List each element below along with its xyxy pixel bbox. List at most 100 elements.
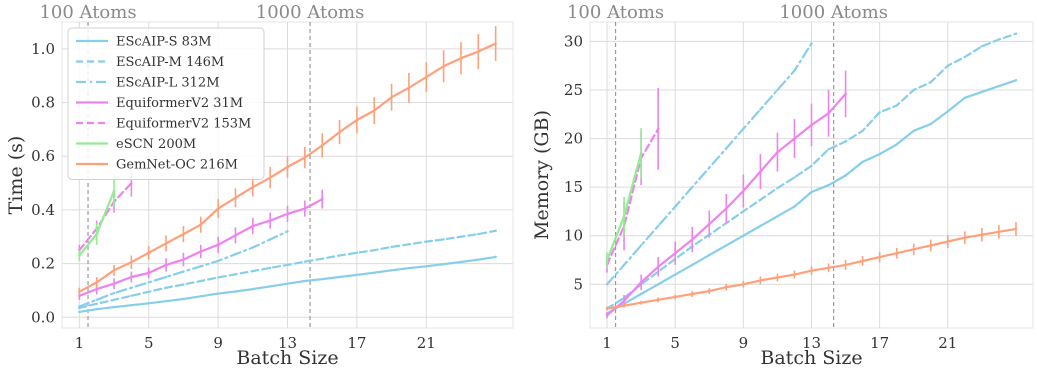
series-escaip-s-83m: [78, 255, 497, 314]
data-point: [78, 310, 81, 314]
data-point: [946, 64, 950, 67]
data-point: [827, 112, 830, 115]
data-point: [130, 181, 133, 185]
y-tick-label: 10: [564, 227, 583, 245]
data-point: [251, 287, 255, 291]
data-point: [234, 196, 237, 200]
data-point: [776, 88, 779, 92]
data-point: [251, 224, 255, 228]
data-point: [182, 283, 185, 286]
data-point: [164, 299, 168, 303]
data-point: [861, 160, 864, 164]
data-point: [494, 229, 497, 233]
data-point: [164, 275, 168, 279]
data-point: [997, 84, 1001, 88]
data-point: [251, 269, 255, 273]
data-point: [946, 110, 950, 113]
data-point: [251, 185, 255, 189]
data-point: [1014, 227, 1018, 231]
data-point: [95, 232, 98, 236]
data-point: [234, 273, 237, 276]
data-point: [355, 251, 359, 255]
data-point: [303, 260, 307, 263]
data-point: [691, 238, 694, 241]
y-tick-label: 0.4: [31, 201, 55, 219]
data-point: [286, 230, 289, 233]
data-point: [912, 88, 915, 92]
data-point: [742, 210, 745, 213]
data-point: [708, 289, 711, 293]
data-point: [95, 287, 98, 291]
data-point: [477, 50, 480, 53]
data-point: [286, 165, 289, 169]
y-axis-label: Memory (GB): [531, 110, 553, 240]
data-point: [725, 286, 728, 289]
data-point: [338, 275, 341, 279]
data-point: [373, 271, 376, 274]
data-point: [622, 304, 626, 307]
data-point: [673, 252, 677, 255]
y-tick-label: 5: [573, 275, 583, 293]
data-point: [199, 265, 202, 268]
data-point: [946, 240, 950, 243]
data-point: [477, 232, 480, 236]
data-point: [199, 250, 202, 253]
y-axis-label: Time (s): [5, 136, 27, 215]
data-point: [793, 69, 796, 72]
data-point: [861, 259, 864, 263]
data-point: [147, 281, 150, 284]
data-point: [303, 279, 307, 283]
data-point: [827, 148, 830, 151]
data-point: [164, 242, 168, 245]
data-point: [963, 55, 967, 59]
data-point: [477, 258, 480, 261]
data-point: [895, 143, 898, 146]
data-point: [673, 295, 677, 299]
x-axis-label: Batch Size: [236, 347, 338, 368]
data-point: [216, 292, 220, 295]
data-point: [980, 233, 984, 236]
data-point: [759, 224, 762, 228]
data-point: [810, 269, 813, 272]
data-point: [1014, 32, 1018, 35]
data-point: [759, 198, 762, 201]
data-point: [639, 151, 643, 155]
data-point: [303, 156, 307, 159]
data-point: [622, 299, 626, 302]
data-point: [268, 285, 272, 288]
x-tick-label: 17: [870, 334, 889, 352]
data-point: [980, 45, 984, 48]
data-point: [793, 205, 796, 208]
legend-entry: GemNet-OC 216M: [116, 158, 238, 173]
data-point: [494, 255, 497, 259]
data-point: [373, 248, 376, 252]
data-point: [656, 265, 660, 268]
data-point: [320, 197, 324, 201]
data-point: [199, 223, 202, 226]
y-tick-label: 0.6: [31, 147, 55, 165]
atoms-reference-label: 100 Atoms: [39, 2, 136, 23]
legend: EScAIP-S 83M EScAIP-M 146M EScAIP-L 312M Eq…: [67, 27, 265, 180]
data-point: [827, 184, 830, 187]
series-escaip-l-312m: [78, 230, 289, 308]
data-point: [112, 291, 116, 295]
data-point: [742, 127, 745, 131]
data-point: [1014, 79, 1018, 82]
data-point: [199, 295, 202, 298]
series-escn-200m: [78, 175, 116, 261]
data-point: [708, 166, 711, 169]
data-point: [776, 186, 779, 190]
data-point: [112, 269, 116, 272]
data-point: [268, 238, 272, 241]
data-point: [639, 292, 643, 296]
data-point: [776, 276, 779, 279]
data-point: [742, 234, 745, 237]
data-point: [963, 236, 967, 239]
y-tick-label: 30: [564, 32, 583, 50]
data-point: [810, 123, 813, 127]
data-point: [112, 298, 116, 302]
x-tick-label: 17: [347, 334, 366, 352]
x-tick-label: 9: [739, 334, 749, 352]
data-point: [691, 185, 694, 189]
